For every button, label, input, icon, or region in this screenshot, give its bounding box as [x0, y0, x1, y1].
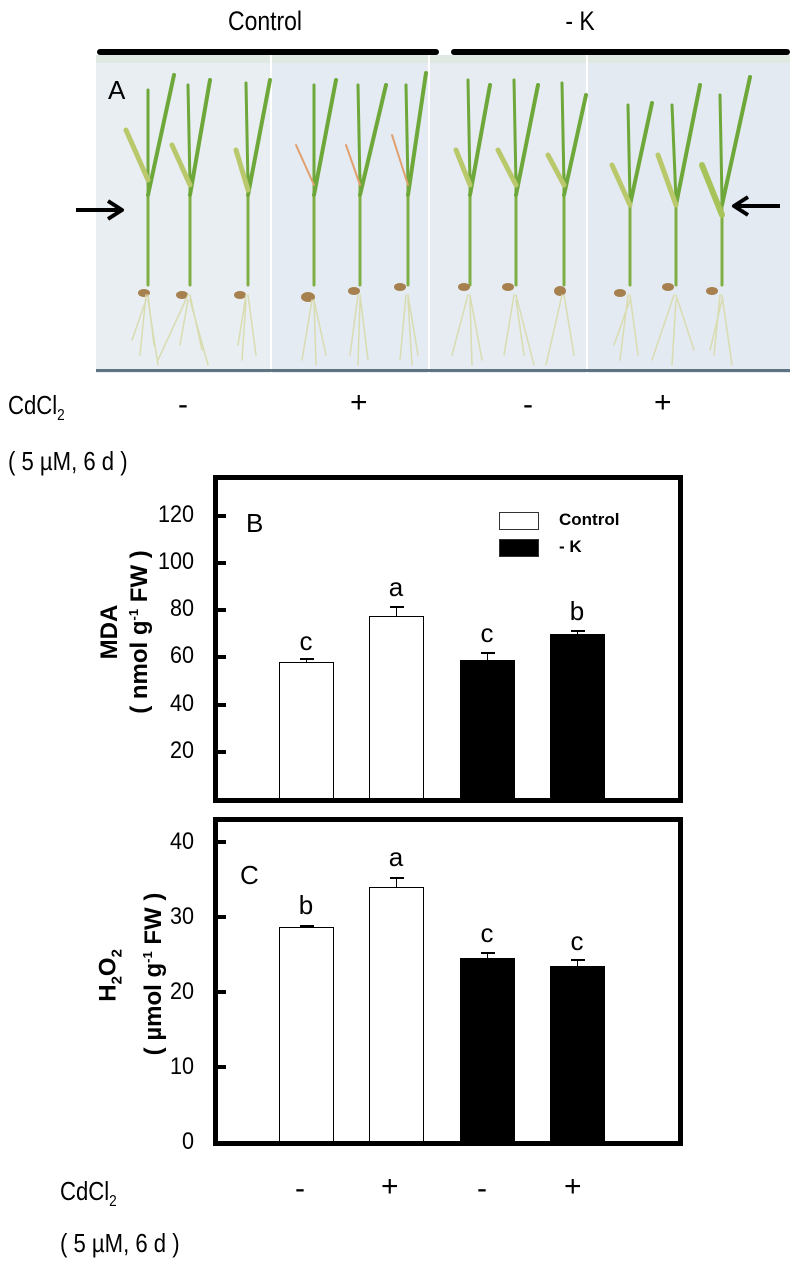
treatment-sign-4: + [564, 1170, 582, 1203]
significance-letter: a [388, 842, 404, 872]
group-label-minus-k: - K [565, 6, 595, 36]
y-tick [216, 514, 226, 518]
bar-c-minus-k-plus-cd [550, 966, 605, 1142]
treatment-sign-1: - [178, 388, 188, 421]
y-tick-label: 60 [169, 642, 194, 669]
y-tick-label: 100 [157, 548, 194, 575]
significance-letter: c [570, 926, 584, 956]
error-bar [396, 606, 398, 616]
y-tick [216, 840, 226, 844]
significance-letter: b [298, 890, 314, 920]
panel-c-ylabel-line1: H2O2 [95, 875, 126, 1075]
error-cap [481, 652, 495, 654]
error-cap [571, 630, 585, 632]
y-tick-label: 120 [157, 501, 194, 528]
bar-b-control-plus-cd [369, 616, 424, 799]
dose-label: ( 5 µM, 6 d ) [8, 446, 128, 476]
y-tick [216, 561, 226, 565]
y-tick-label: 40 [169, 690, 194, 717]
significance-letter: c [480, 918, 494, 948]
ylabel-o: O [94, 957, 122, 977]
control-group-bracket [97, 49, 439, 55]
y-tick-label: 30 [169, 903, 194, 930]
panel-b-ylabel-line1: MDA [96, 604, 123, 660]
panel-c-letter: C [240, 860, 259, 890]
cdcl2-text: CdCl [8, 390, 58, 420]
error-cap [390, 877, 404, 879]
error-bar [396, 877, 398, 887]
minus-k-group-bracket [451, 49, 790, 55]
left-arrow-icon [732, 195, 780, 217]
cdcl2-subscript: 2 [109, 1193, 117, 1211]
error-cap [571, 959, 585, 961]
significance-letter: c [480, 618, 494, 648]
y-tick-label: 40 [169, 828, 194, 855]
error-bar [577, 959, 579, 966]
y-tick [216, 915, 226, 919]
legend-swatch-minus-k [499, 539, 539, 557]
y-tick [216, 990, 226, 994]
error-cap [300, 658, 314, 660]
ylabel-unit: ( µmol g [140, 962, 167, 1056]
ylabel-superscript: -1 [126, 608, 141, 621]
bar-c-control-plus-cd [369, 887, 424, 1142]
error-bar [577, 631, 579, 634]
treatment-sign-1: - [295, 1172, 305, 1205]
panel-b-letter: B [246, 508, 264, 538]
group-label-control: Control [227, 6, 302, 36]
ylabel-unit-end: FW ) [140, 892, 167, 952]
treatment-sign-3: - [477, 1172, 487, 1205]
error-bar [487, 952, 489, 958]
y-tick-label: 80 [169, 595, 194, 622]
y-tick-label: 10 [169, 1053, 194, 1080]
y-tick [216, 608, 226, 612]
legend-label-minus-k: - K [559, 537, 582, 556]
cdcl2-label-bottom: CdCl2 [60, 1176, 117, 1211]
legend-label-control: Control [559, 510, 620, 529]
error-cap [390, 606, 404, 608]
y-tick-label: 20 [169, 737, 194, 764]
bar-b-minus-k-minus-cd [460, 660, 515, 799]
legend-swatch-control [499, 512, 539, 530]
y-tick-label: 20 [169, 978, 194, 1005]
y-tick [216, 703, 226, 707]
ylabel-sub: 2 [108, 976, 126, 985]
ylabel-superscript: -1 [140, 951, 155, 963]
bar-b-minus-k-plus-cd [550, 634, 605, 799]
y-tick [216, 655, 226, 659]
cdcl2-subscript: 2 [57, 407, 65, 425]
bar-c-control-minus-cd [279, 927, 334, 1142]
error-cap [481, 952, 495, 954]
bar-b-control-minus-cd [279, 662, 334, 799]
treatment-sign-2: + [350, 386, 368, 419]
panel-b-ylabel-line2: ( nmol g-1 FW ) [126, 532, 154, 732]
dose-label-bottom: ( 5 µM, 6 d ) [60, 1228, 180, 1258]
significance-letter: b [569, 596, 585, 626]
cdcl2-label: CdCl2 [8, 390, 65, 425]
error-bar [306, 659, 308, 662]
treatment-sign-2: + [381, 1170, 399, 1203]
y-tick [216, 750, 226, 754]
ylabel-unit-end: FW ) [126, 550, 153, 609]
error-bar [487, 652, 489, 660]
ylabel-unit: ( nmol g [126, 620, 153, 714]
y-tick-label: 0 [181, 1128, 194, 1155]
significance-letter: c [299, 626, 313, 656]
treatment-sign-4: + [654, 386, 672, 419]
panel-a-letter: A [108, 75, 126, 105]
ylabel-h: H [94, 984, 122, 1002]
error-cap [300, 925, 314, 927]
ylabel-sub: 2 [108, 949, 126, 958]
cdcl2-text: CdCl [60, 1176, 110, 1206]
panel-c-ylabel-line2: ( µmol g-1 FW ) [140, 864, 168, 1084]
significance-letter: a [388, 572, 404, 602]
treatment-sign-3: - [523, 388, 533, 421]
right-arrow-icon [76, 199, 124, 221]
bar-c-minus-k-minus-cd [460, 958, 515, 1142]
seedling-photo: A [96, 55, 790, 373]
y-tick [216, 1065, 226, 1069]
